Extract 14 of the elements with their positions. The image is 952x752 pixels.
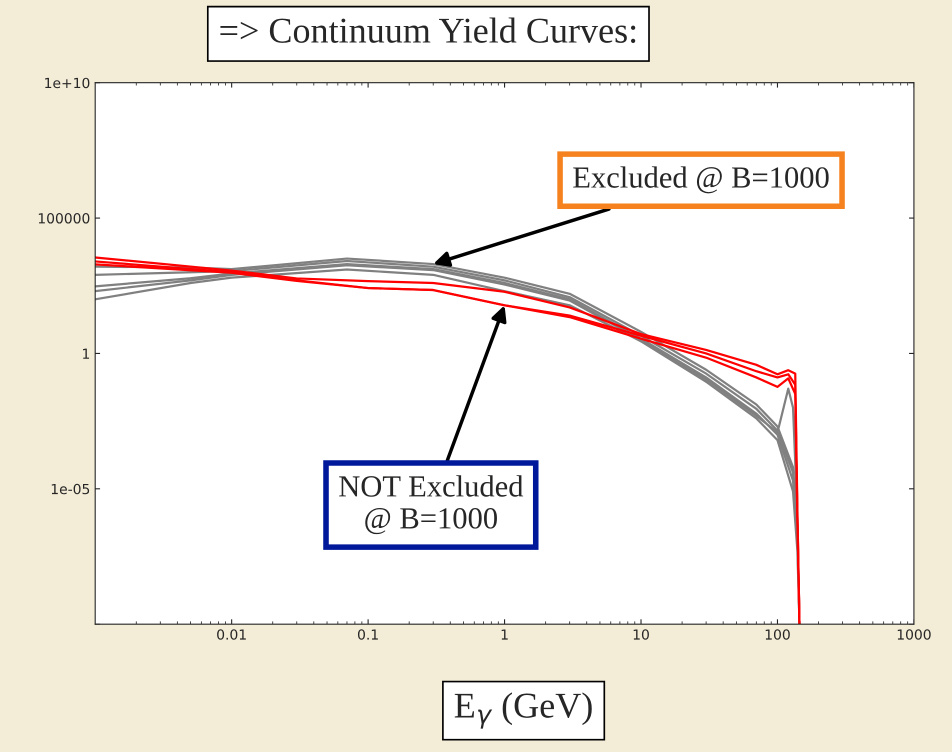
y-tick-label: 1 <box>83 348 90 359</box>
annotation: Excluded @ B=1000 <box>573 166 829 194</box>
x-tick-label: 0.1 <box>358 629 378 640</box>
x-tick-label: 100 <box>766 629 790 640</box>
x-tick-label: 1000 <box>898 629 931 640</box>
x-tick-label: 10 <box>634 629 649 640</box>
annotation: NOT Excluded @ B=1000 <box>339 475 524 534</box>
chart-title: => Continuum Yield Curves: <box>220 17 636 44</box>
x-tick-label: 0.01 <box>217 629 246 640</box>
y-tick-label: 1e-05 <box>52 484 90 494</box>
y-tick-label: 100000 <box>38 213 90 224</box>
x-axis-title: E$_{γ}$ (GeV) <box>454 692 592 729</box>
x-tick-label: 1 <box>502 629 508 640</box>
y-tick-label: 1e+10 <box>45 78 90 88</box>
